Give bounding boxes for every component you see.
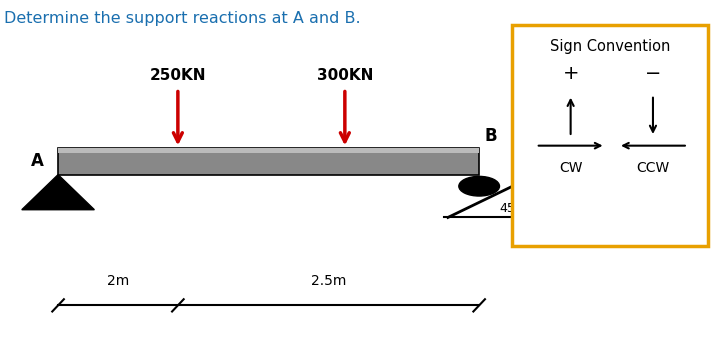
- Polygon shape: [22, 174, 94, 210]
- Circle shape: [459, 176, 499, 196]
- Text: 45°: 45°: [499, 202, 522, 216]
- Text: −: −: [645, 64, 661, 83]
- Bar: [58, 148, 479, 153]
- Bar: [512, 25, 708, 246]
- Bar: [58, 148, 479, 174]
- Text: 250KN: 250KN: [150, 68, 206, 83]
- Text: A: A: [30, 152, 44, 171]
- Text: Sign Convention: Sign Convention: [550, 39, 670, 54]
- Text: CW: CW: [559, 161, 582, 176]
- Text: CCW: CCW: [637, 161, 669, 176]
- Text: B: B: [485, 127, 497, 145]
- Text: +: +: [563, 64, 579, 83]
- Text: 300KN: 300KN: [317, 68, 373, 83]
- Text: Determine the support reactions at A and B.: Determine the support reactions at A and…: [4, 11, 360, 26]
- Text: 2m: 2m: [107, 274, 129, 288]
- Text: 2.5m: 2.5m: [311, 274, 346, 288]
